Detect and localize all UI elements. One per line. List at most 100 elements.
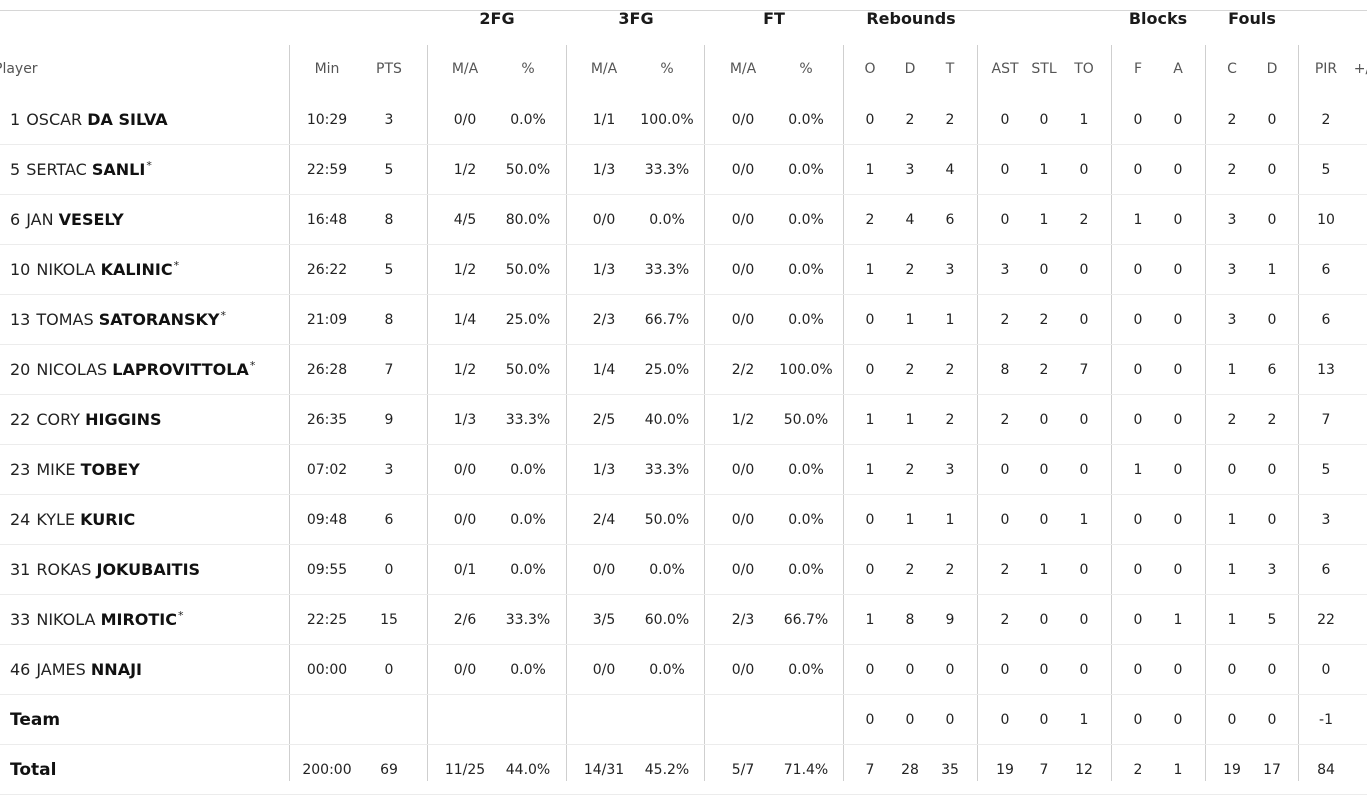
player-name-link[interactable]: 20 NICOLAS LAPROVITTOLA* <box>10 345 255 395</box>
cell-blk-a: 0 <box>1173 362 1183 378</box>
cell-pts: 0 <box>384 562 394 578</box>
cell-foul-d: 0 <box>1267 212 1277 228</box>
cell-ast: 8 <box>1000 362 1010 378</box>
cell-ft-pct: 0.0% <box>788 262 824 278</box>
cell-fg3-pct: 40.0% <box>644 412 690 428</box>
player-name-link[interactable]: 5 SERTAC SANLI* <box>10 145 152 195</box>
column-header-reb-t[interactable]: T <box>945 61 955 77</box>
player-name-link[interactable]: 6 JAN VESELY <box>10 195 125 245</box>
player-last-name: SANLI <box>91 160 146 179</box>
column-header-blk-f[interactable]: F <box>1133 61 1143 77</box>
cell-blk-a: 0 <box>1173 512 1183 528</box>
starter-marker: * <box>177 609 184 622</box>
player-name-link[interactable]: 10 NIKOLA KALINIC* <box>10 245 179 295</box>
cell-stl: 0 <box>1039 262 1049 278</box>
player-name-link[interactable]: 23 MIKE TOBEY <box>10 445 141 495</box>
column-header-pm[interactable]: +/ <box>1353 61 1367 77</box>
column-header-pts[interactable]: PTS <box>376 61 402 77</box>
column-header-ast[interactable]: AST <box>991 61 1019 77</box>
row-divider <box>0 344 1367 345</box>
player-first-name: TOMAS <box>36 310 94 329</box>
column-header-to[interactable]: TO <box>1074 61 1094 77</box>
column-header-foul-c[interactable]: C <box>1227 61 1237 77</box>
cell-fg2-ma: 11/25 <box>444 762 486 778</box>
cell-fg2-ma: 1/2 <box>453 162 477 178</box>
jersey-number: 5 <box>10 160 21 179</box>
cell-pir: 6 <box>1321 312 1331 328</box>
player-name-link[interactable]: 33 NIKOLA MIROTIC* <box>10 595 183 645</box>
player-row: 13 TOMAS SATORANSKY* 21:09 8 1/4 25.0% 2/3 66.7… <box>0 295 1367 345</box>
cell-ft-pct: 0.0% <box>788 462 824 478</box>
column-header-fg3-ma[interactable]: M/A <box>590 61 618 77</box>
cell-reb-o: 0 <box>865 712 875 728</box>
cell-foul-c: 2 <box>1227 112 1237 128</box>
cell-min: 00:00 <box>306 662 348 678</box>
column-header-blk-a[interactable]: A <box>1173 61 1183 77</box>
player-name-link[interactable]: 1 OSCAR DA SILVA <box>10 95 169 145</box>
cell-reb-d: 2 <box>905 262 915 278</box>
player-name-link[interactable]: 22 CORY HIGGINS <box>10 395 163 445</box>
cell-stl: 0 <box>1039 412 1049 428</box>
player-name-link[interactable]: 31 ROKAS JOKUBAITIS <box>10 545 201 595</box>
column-header-reb-o[interactable]: O <box>864 61 876 77</box>
player-last-name: LAPROVITTOLA <box>112 360 249 379</box>
player-row: 5 SERTAC SANLI* 22:59 5 1/2 50.0% 1/3 33.3% 0/0 0… <box>0 145 1367 195</box>
cell-blk-f: 0 <box>1133 612 1143 628</box>
player-first-name: ROKAS <box>36 560 92 579</box>
cell-blk-a: 0 <box>1173 462 1183 478</box>
player-name-link[interactable]: 46 JAMES NNAJI <box>10 645 143 695</box>
cell-fg2-ma: 0/0 <box>453 112 477 128</box>
row-divider <box>0 394 1367 395</box>
player-first-name: KYLE <box>36 510 76 529</box>
row-divider <box>0 294 1367 295</box>
cell-pir: 2 <box>1321 112 1331 128</box>
column-header-ft-pct[interactable]: % <box>799 61 813 77</box>
starter-marker: * <box>146 159 152 172</box>
cell-ast: 2 <box>1000 562 1010 578</box>
player-name-link[interactable]: 24 KYLE KURIC <box>10 495 136 545</box>
column-header-reb-d[interactable]: D <box>904 61 916 77</box>
column-header-foul-d[interactable]: D <box>1266 61 1278 77</box>
column-divider <box>1205 45 1206 781</box>
cell-fg2-pct: 50.0% <box>505 262 551 278</box>
cell-blk-f: 1 <box>1133 462 1143 478</box>
cell-stl: 0 <box>1039 512 1049 528</box>
cell-foul-d: 3 <box>1267 562 1277 578</box>
cell-foul-c: 3 <box>1227 212 1237 228</box>
jersey-number: 46 <box>10 660 31 679</box>
player-name-link[interactable]: 13 TOMAS SATORANSKY* <box>10 295 226 345</box>
cell-pts: 69 <box>380 762 398 778</box>
column-header-ft-ma[interactable]: M/A <box>729 61 757 77</box>
column-header-fg2-ma[interactable]: M/A <box>451 61 479 77</box>
cell-stl: 0 <box>1039 112 1049 128</box>
team-row-label: Team <box>10 710 61 730</box>
column-header-fg3-pct[interactable]: % <box>660 61 674 77</box>
column-header-stl[interactable]: STL <box>1031 61 1057 77</box>
cell-fg2-ma: 1/2 <box>453 262 477 278</box>
cell-ft-ma: 0/0 <box>731 462 755 478</box>
column-header-fg2-pct[interactable]: % <box>521 61 535 77</box>
cell-blk-a: 0 <box>1173 662 1183 678</box>
cell-blk-f: 0 <box>1133 562 1143 578</box>
player-first-name: OSCAR <box>26 110 83 129</box>
cell-blk-a: 0 <box>1173 412 1183 428</box>
column-header-pir[interactable]: PIR <box>1314 61 1338 77</box>
cell-pts: 6 <box>384 512 394 528</box>
cell-reb-t: 0 <box>945 712 955 728</box>
player-row: 20 NICOLAS LAPROVITTOLA* 26:28 7 1/2 50.0% 1/4… <box>0 345 1367 395</box>
row-divider <box>0 244 1367 245</box>
cell-fg2-pct: 50.0% <box>505 362 551 378</box>
player-first-name: CORY <box>36 410 80 429</box>
cell-foul-c: 3 <box>1227 312 1237 328</box>
cell-reb-o: 0 <box>865 512 875 528</box>
cell-ft-pct: 0.0% <box>788 562 824 578</box>
cell-blk-f: 2 <box>1133 762 1143 778</box>
column-header-player[interactable]: Player <box>0 61 38 77</box>
cell-blk-f: 0 <box>1133 262 1143 278</box>
cell-fg2-pct: 0.0% <box>510 512 546 528</box>
cell-fg2-ma: 0/0 <box>453 512 477 528</box>
group-header-fouls: Fouls <box>1228 9 1276 28</box>
column-header-min[interactable]: Min <box>314 61 340 77</box>
cell-fg2-pct: 44.0% <box>505 762 551 778</box>
cell-foul-c: 1 <box>1227 362 1237 378</box>
